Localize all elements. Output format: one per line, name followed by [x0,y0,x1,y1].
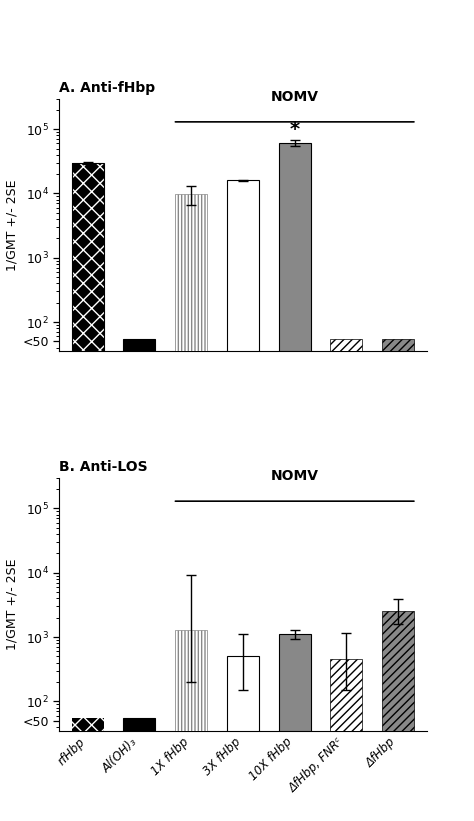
Text: NOMV: NOMV [271,470,319,484]
Bar [330,339,363,351]
Bar [72,163,104,351]
Bar [227,657,259,731]
Y-axis label: 1/GMT +/- 2SE: 1/GMT +/- 2SE [5,179,18,271]
Y-axis label: 1/GMT +/- 2SE: 1/GMT +/- 2SE [5,558,18,650]
Bar [330,659,363,731]
Bar [72,718,104,731]
Bar [382,612,414,731]
Bar [279,635,310,731]
Bar [382,339,414,351]
Bar [123,718,155,731]
Bar [227,181,259,351]
Text: A. Anti-fHbp: A. Anti-fHbp [59,80,155,94]
Bar [123,339,155,351]
Bar [175,194,207,351]
Bar [175,630,207,731]
Text: B. Anti-LOS: B. Anti-LOS [59,460,148,474]
Bar [279,144,310,351]
Bar [72,163,104,351]
Text: *: * [290,121,300,140]
Text: NOMV: NOMV [271,90,319,104]
